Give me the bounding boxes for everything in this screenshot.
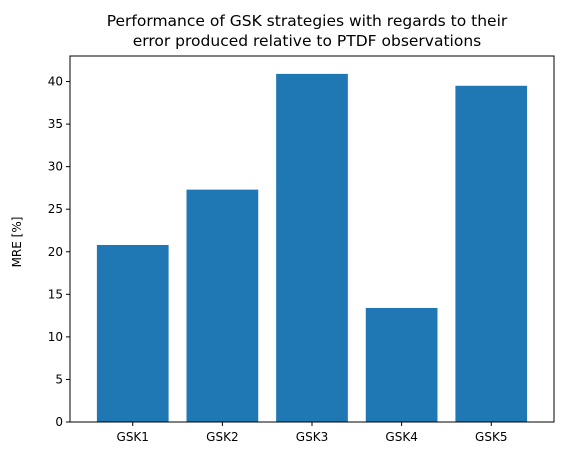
y-axis-label: MRE [%] bbox=[10, 217, 24, 268]
x-tick-label: GSK1 bbox=[117, 430, 149, 444]
y-tick-label: 35 bbox=[48, 117, 63, 131]
bar-gsk2 bbox=[186, 189, 259, 422]
y-tick-label: 30 bbox=[48, 160, 63, 174]
chart-title-line-1: Performance of GSK strategies with regar… bbox=[107, 12, 508, 30]
y-axis: 0 5 10 15 20 25 30 35 40 bbox=[48, 75, 70, 429]
bar-gsk4 bbox=[365, 307, 438, 422]
y-tick-label: 20 bbox=[48, 245, 63, 259]
plot-frame bbox=[69, 55, 555, 423]
bar-gsk5 bbox=[455, 85, 528, 422]
x-tick-label: GSK2 bbox=[206, 430, 238, 444]
x-tick-label: GSK4 bbox=[385, 430, 417, 444]
bar-gsk3 bbox=[276, 73, 348, 422]
chart-title-line-2: error produced relative to PTDF observat… bbox=[133, 32, 482, 50]
y-tick-label: 10 bbox=[48, 330, 63, 344]
x-tick-label: GSK5 bbox=[475, 430, 507, 444]
y-tick-label: 0 bbox=[55, 415, 63, 429]
y-tick-label: 25 bbox=[48, 202, 63, 216]
y-tick-label: 40 bbox=[48, 75, 63, 89]
chart-title: Performance of GSK strategies with regar… bbox=[107, 12, 508, 50]
bars-group bbox=[96, 73, 528, 422]
bar-gsk1 bbox=[96, 244, 169, 422]
y-tick-label: 15 bbox=[48, 287, 63, 301]
x-tick-label: GSK3 bbox=[296, 430, 328, 444]
y-tick-label: 5 bbox=[55, 372, 63, 386]
x-axis: GSK1 GSK2 GSK3 GSK4 GSK5 bbox=[117, 422, 507, 444]
